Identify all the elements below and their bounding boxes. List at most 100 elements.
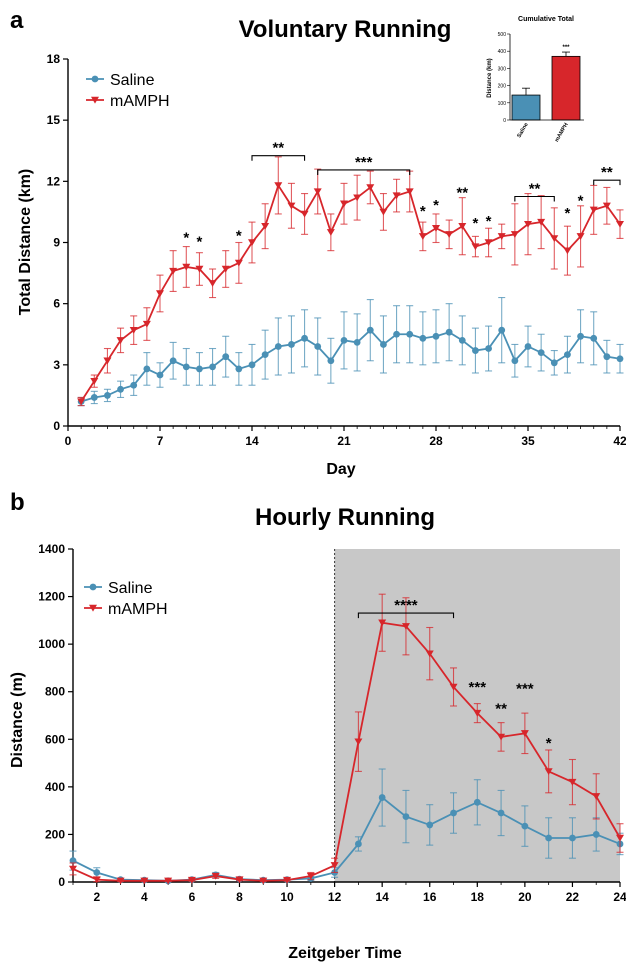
significance-label: **: [495, 701, 507, 718]
y-tick-label: 12: [47, 174, 61, 188]
mamph-point: [510, 231, 519, 238]
mamph-point: [182, 263, 191, 271]
mamph-point: [445, 231, 454, 238]
mamph-point: [392, 192, 401, 200]
saline-point: [498, 326, 506, 334]
saline-point: [327, 357, 335, 365]
mamph-point: [379, 208, 388, 216]
mamph-point: [473, 709, 482, 717]
inset-y-tick-label: 0: [503, 118, 506, 124]
mamph-point: [169, 267, 178, 275]
mamph-point: [524, 220, 532, 228]
saline-point: [497, 809, 505, 817]
significance-label: *: [486, 213, 492, 230]
saline-point: [353, 339, 361, 346]
saline-point: [354, 840, 362, 848]
saline-point: [473, 798, 481, 806]
y-tick-label: 6: [53, 297, 60, 311]
significance-label: ***: [469, 679, 487, 696]
mamph-point: [425, 650, 434, 658]
saline-point: [616, 355, 624, 363]
saline-point: [248, 361, 256, 369]
saline-point: [537, 349, 545, 356]
mamph-point: [116, 877, 125, 885]
mamph-point: [259, 877, 268, 885]
saline-point: [90, 394, 98, 401]
saline-point: [564, 351, 571, 359]
inset-ylabel: Distance (km): [487, 58, 493, 97]
saline-point: [419, 334, 427, 342]
saline-point: [93, 869, 101, 876]
mamph-point: [69, 865, 77, 873]
saline-point: [261, 351, 269, 359]
mamph-point: [235, 876, 244, 884]
mamph-point: [283, 876, 292, 884]
significance-label: ***: [355, 154, 373, 171]
saline-point: [603, 353, 611, 361]
saline-point: [450, 809, 457, 817]
saline-point: [458, 336, 466, 344]
significance-label: ***: [516, 680, 534, 697]
significance-label: **: [529, 180, 541, 197]
saline-point: [380, 341, 387, 348]
mamph-point: [471, 243, 480, 251]
mamph-point: [568, 778, 577, 786]
chart-a-xlabel: Day: [326, 461, 355, 478]
saline-point: [511, 357, 519, 365]
legend-marker: [89, 583, 97, 591]
saline-point: [577, 332, 584, 340]
saline-point: [274, 343, 282, 350]
mamph-point: [234, 259, 243, 267]
saline-point: [340, 336, 348, 344]
mamph-point: [195, 265, 204, 273]
cumulative-total-inset: Saline mAMPH 0 100 200 300 400 500 ***: [498, 32, 584, 143]
saline-point: [426, 821, 434, 829]
saline-point: [196, 365, 203, 373]
x-tick-label: 22: [566, 890, 580, 904]
saline-point: [288, 341, 295, 348]
x-tick-label: 7: [157, 434, 164, 448]
saline-point: [235, 365, 243, 373]
saline-point: [524, 343, 532, 350]
inset-y-tick-label: 400: [498, 49, 507, 55]
mamph-point: [589, 206, 598, 214]
inset-y-tick-label: 300: [498, 66, 507, 72]
mamph-point: [353, 194, 362, 202]
mamph-point: [458, 222, 467, 230]
inset-category-label: Saline: [516, 122, 529, 139]
y-tick-label: 200: [45, 827, 65, 841]
mamph-point: [497, 233, 506, 240]
significance-label: *: [183, 229, 189, 246]
x-tick-label: 14: [375, 890, 389, 904]
mamph-point: [563, 247, 572, 255]
saline-point: [117, 385, 124, 393]
panel-a-letter: a: [10, 7, 24, 34]
inset-bar: [511, 94, 541, 121]
significance-label: *: [236, 227, 242, 244]
mamph-point: [92, 876, 101, 884]
legend: Saline mAMPH: [86, 72, 170, 110]
x-tick-label: 16: [423, 890, 437, 904]
mamph-point: [129, 326, 138, 334]
saline-point: [406, 330, 414, 338]
y-tick-label: 1200: [38, 590, 65, 604]
chart-b-title: Hourly Running: [255, 504, 435, 531]
significance-label: **: [601, 164, 613, 181]
mamph-point: [90, 377, 99, 385]
saline-point: [169, 357, 177, 365]
x-tick-label: 2: [93, 890, 100, 904]
y-tick-label: 1400: [38, 542, 65, 556]
significance-label: *: [420, 203, 426, 220]
y-tick-label: 15: [47, 113, 61, 127]
y-tick-label: 9: [53, 236, 60, 250]
saline-point: [569, 834, 576, 842]
legend: Saline mAMPH: [84, 580, 168, 618]
x-tick-label: 18: [471, 890, 485, 904]
significance-bracket: [251, 155, 306, 161]
mamph-point: [77, 398, 86, 406]
chart-a-title: Voluntary Running: [239, 16, 452, 43]
mamph-point: [313, 188, 322, 196]
x-tick-label: 12: [328, 890, 342, 904]
x-tick-label: 42: [613, 434, 626, 448]
mamph-point: [140, 877, 149, 885]
